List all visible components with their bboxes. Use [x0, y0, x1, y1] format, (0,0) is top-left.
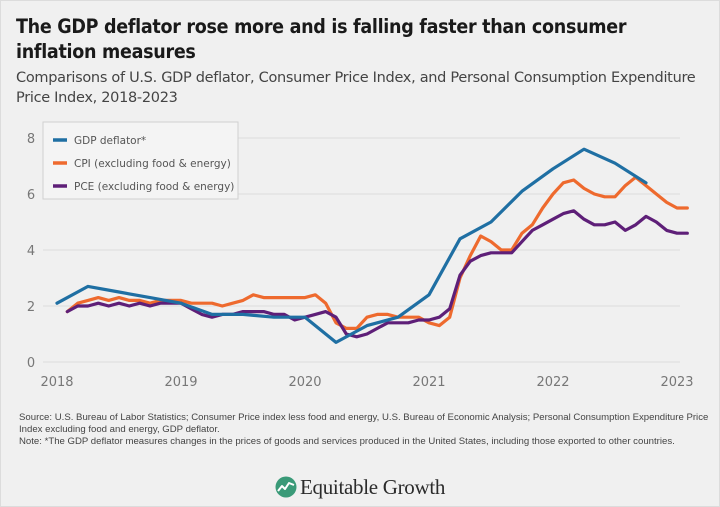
x-tick-label: 2022 [536, 375, 569, 390]
legend-label: GDP deflator* [74, 135, 146, 147]
y-tick-label: 8 [27, 132, 35, 147]
x-tick-label: 2020 [288, 375, 321, 390]
chart-title: The GDP deflator rose more and is fallin… [16, 15, 627, 63]
growth-logo-icon [275, 476, 297, 498]
y-tick-label: 0 [27, 356, 35, 371]
y-axis-ticks: 0 2 4 6 8 [27, 132, 35, 371]
y-tick-label: 4 [27, 244, 35, 259]
legend-box [42, 121, 239, 200]
x-tick-label: 2023 [660, 375, 693, 390]
y-tick-label: 6 [27, 188, 35, 203]
chart-subtitle: Comparisons of U.S. GDP deflator, Consum… [16, 70, 696, 106]
x-axis-ticks: 2018 2019 2020 2021 2022 2023 [40, 375, 693, 390]
line-chart: 0 2 4 6 8 2018 2019 2020 2021 2022 2023 GDP defla… [27, 121, 694, 390]
legend-label: CPI (excluding food & energy) [74, 158, 231, 170]
x-tick-label: 2019 [164, 375, 197, 390]
x-tick-label: 2021 [412, 375, 445, 390]
series-line-2 [65, 209, 689, 339]
source-note: Source: U.S. Bureau of Labor Statistics;… [19, 412, 709, 448]
legend-label: PCE (excluding food & energy) [74, 181, 234, 193]
series-line-0 [55, 147, 648, 344]
equitable-growth-logo: Equitable Growth [275, 475, 445, 499]
note-text: Note: *The GDP deflator measures changes… [19, 436, 675, 447]
series-lines [55, 147, 689, 344]
y-tick-label: 2 [27, 300, 35, 315]
x-tick-label: 2018 [40, 375, 73, 390]
logo-text: Equitable Growth [300, 474, 446, 499]
source-text: Source: U.S. Bureau of Labor Statistics;… [19, 412, 709, 435]
legend: GDP deflator* CPI (excluding food & energ… [42, 121, 239, 200]
